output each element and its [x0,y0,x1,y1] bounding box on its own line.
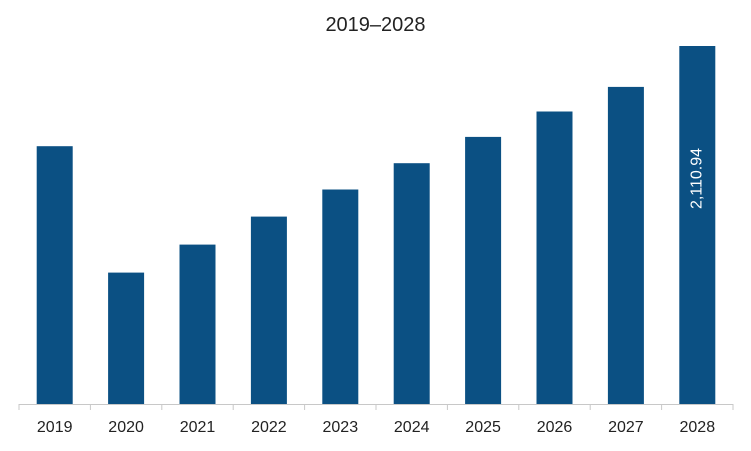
x-tick-label-2021: 2021 [180,419,216,436]
data-label-2028: 2,110.94 [689,148,706,209]
x-tick-label-2023: 2023 [323,419,359,436]
x-tick-label-2025: 2025 [465,419,501,436]
x-axis-tick-labels: 2019 2020 2021 2022 2023 2024 2025 2026 2027 2028 [37,419,715,436]
x-tick-label-2022: 2022 [251,419,287,436]
bars-group [36,46,716,405]
data-labels-group: 2,110.94 [689,148,706,209]
bar-2027 [607,86,644,405]
x-tick-label-2028: 2028 [680,419,716,436]
x-tick-label-2027: 2027 [608,419,644,436]
bar-2025 [465,136,502,404]
bar-2022 [250,216,287,404]
x-tick-label-2026: 2026 [537,419,573,436]
bar-2024 [393,163,430,404]
chart-title: 2019–2028 [325,14,426,36]
x-tick-label-2020: 2020 [108,419,144,436]
bar-2019 [36,146,73,404]
x-tick-label-2024: 2024 [394,419,430,436]
bar-2021 [179,244,216,404]
x-tick-label-2019: 2019 [37,419,73,436]
bar-2028 [679,46,716,404]
bar-2020 [108,272,145,404]
bar-2023 [322,189,359,404]
x-axis [18,404,734,410]
bar-2026 [536,111,573,404]
